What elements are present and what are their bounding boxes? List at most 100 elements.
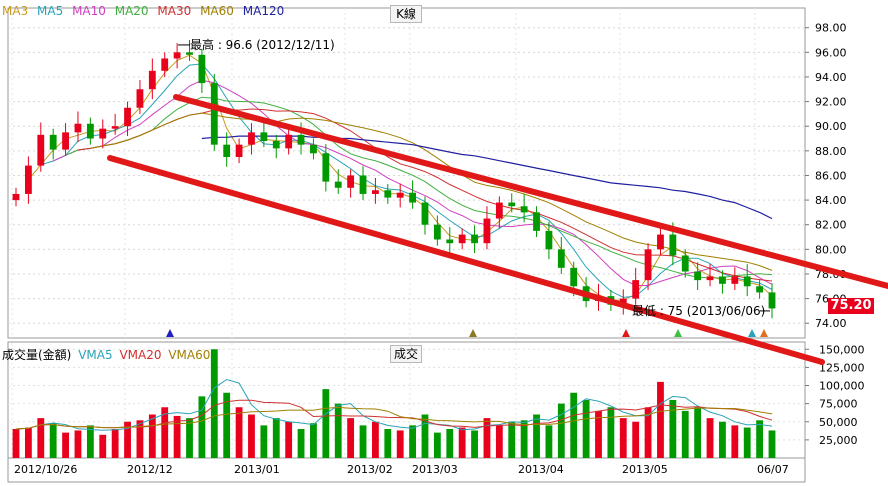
candle <box>694 262 702 290</box>
x-axis-label: 2012/10/26 <box>14 463 77 476</box>
volume-bar <box>235 407 243 458</box>
candle <box>62 123 69 156</box>
price-type-label[interactable]: K線 <box>390 5 422 23</box>
price-tick-label: 98.00 <box>815 22 847 35</box>
volume-bar <box>173 415 181 458</box>
candle <box>334 169 342 194</box>
candle-body <box>409 192 416 203</box>
candle <box>173 43 181 69</box>
candle-body <box>756 286 764 293</box>
candle <box>731 267 739 290</box>
candle <box>24 156 32 204</box>
volume-tick-label: 50,000 <box>819 416 858 429</box>
volume-bar <box>731 425 739 458</box>
volume-bar <box>359 425 367 458</box>
candle <box>12 187 20 207</box>
candle-body <box>223 144 231 157</box>
candle <box>272 134 280 159</box>
legend-ma10: MA10 <box>72 4 106 18</box>
legend-vma20: VMA20 <box>119 348 162 362</box>
candle-body <box>433 224 441 240</box>
price-tick-label: 86.00 <box>815 169 847 182</box>
candle <box>198 48 206 93</box>
legend-ma3: MA3 <box>2 4 29 18</box>
candle-body <box>99 128 107 139</box>
candle <box>99 119 107 149</box>
volume-bar <box>260 425 268 458</box>
volume-bar <box>557 403 565 458</box>
volume-bar <box>49 423 57 458</box>
price-tick-label: 88.00 <box>815 145 847 158</box>
volume-bar <box>632 421 640 458</box>
candle <box>235 138 243 164</box>
candle-body <box>62 132 69 150</box>
candle <box>644 243 652 290</box>
candle <box>248 123 255 155</box>
candle-body <box>619 298 627 305</box>
candle-body <box>495 202 503 219</box>
candle-body <box>669 234 677 256</box>
candle-body <box>260 132 268 141</box>
volume-bar <box>37 418 45 458</box>
candle-body <box>471 234 478 244</box>
candle <box>74 111 82 143</box>
volume-bar <box>99 434 107 458</box>
volume-bar <box>657 381 664 458</box>
volume-bar <box>384 429 392 458</box>
candle <box>471 225 478 254</box>
volume-tick-label: 125,000 <box>819 361 865 374</box>
volume-bar <box>719 421 726 458</box>
candle-body <box>706 276 714 281</box>
candle <box>37 122 45 172</box>
volume-bar <box>198 396 206 458</box>
legend-ma5: MA5 <box>37 4 64 18</box>
candle <box>756 280 764 299</box>
candle-body <box>731 276 739 284</box>
candle <box>285 125 293 155</box>
candle-body <box>198 54 206 84</box>
volume-bar <box>520 420 528 458</box>
candle <box>186 40 193 61</box>
volume-bar <box>495 425 503 458</box>
candle-body <box>161 58 169 71</box>
candle <box>508 193 516 213</box>
volume-type-label[interactable]: 成交 <box>390 345 422 363</box>
volume-bar <box>681 410 689 458</box>
candle <box>706 264 714 287</box>
candle-body <box>458 234 466 244</box>
candle <box>768 283 776 319</box>
upper-trend-line <box>173 94 888 289</box>
candle-body <box>322 153 330 182</box>
candle-body <box>74 123 82 133</box>
volume-bar <box>545 425 553 458</box>
volume-bar <box>148 414 156 458</box>
candle-body <box>657 234 664 250</box>
candle-body <box>743 276 751 287</box>
volume-tick-label: 150,000 <box>819 343 865 356</box>
volume-bar <box>458 427 466 458</box>
volume-bar <box>161 407 169 458</box>
volume-bar <box>322 389 330 458</box>
vma60-line <box>15 406 773 430</box>
volume-bar <box>694 407 702 458</box>
volume-bar <box>334 403 342 458</box>
candle <box>433 215 441 246</box>
volume-bar <box>285 421 293 458</box>
candle-body <box>310 144 317 154</box>
volume-axis-ticks: 150,000 125,000 100,000 75,000 50,000 25,000 <box>805 343 865 447</box>
x-axis-label: 2013/03 <box>412 463 458 476</box>
volume-bar <box>483 418 491 458</box>
candle <box>322 144 330 192</box>
price-tick-label: 74.00 <box>815 317 847 330</box>
signal-marker <box>622 329 630 337</box>
volume-bar <box>372 421 379 458</box>
candle <box>49 128 57 160</box>
candle <box>421 196 429 235</box>
candle-body <box>235 144 243 157</box>
high-annotation: 最高 : 96.6 (2012/12/11) <box>190 37 335 52</box>
ma20-line <box>65 96 773 279</box>
candle-body <box>124 107 131 127</box>
volume-bar <box>86 425 94 458</box>
candle <box>483 206 491 250</box>
